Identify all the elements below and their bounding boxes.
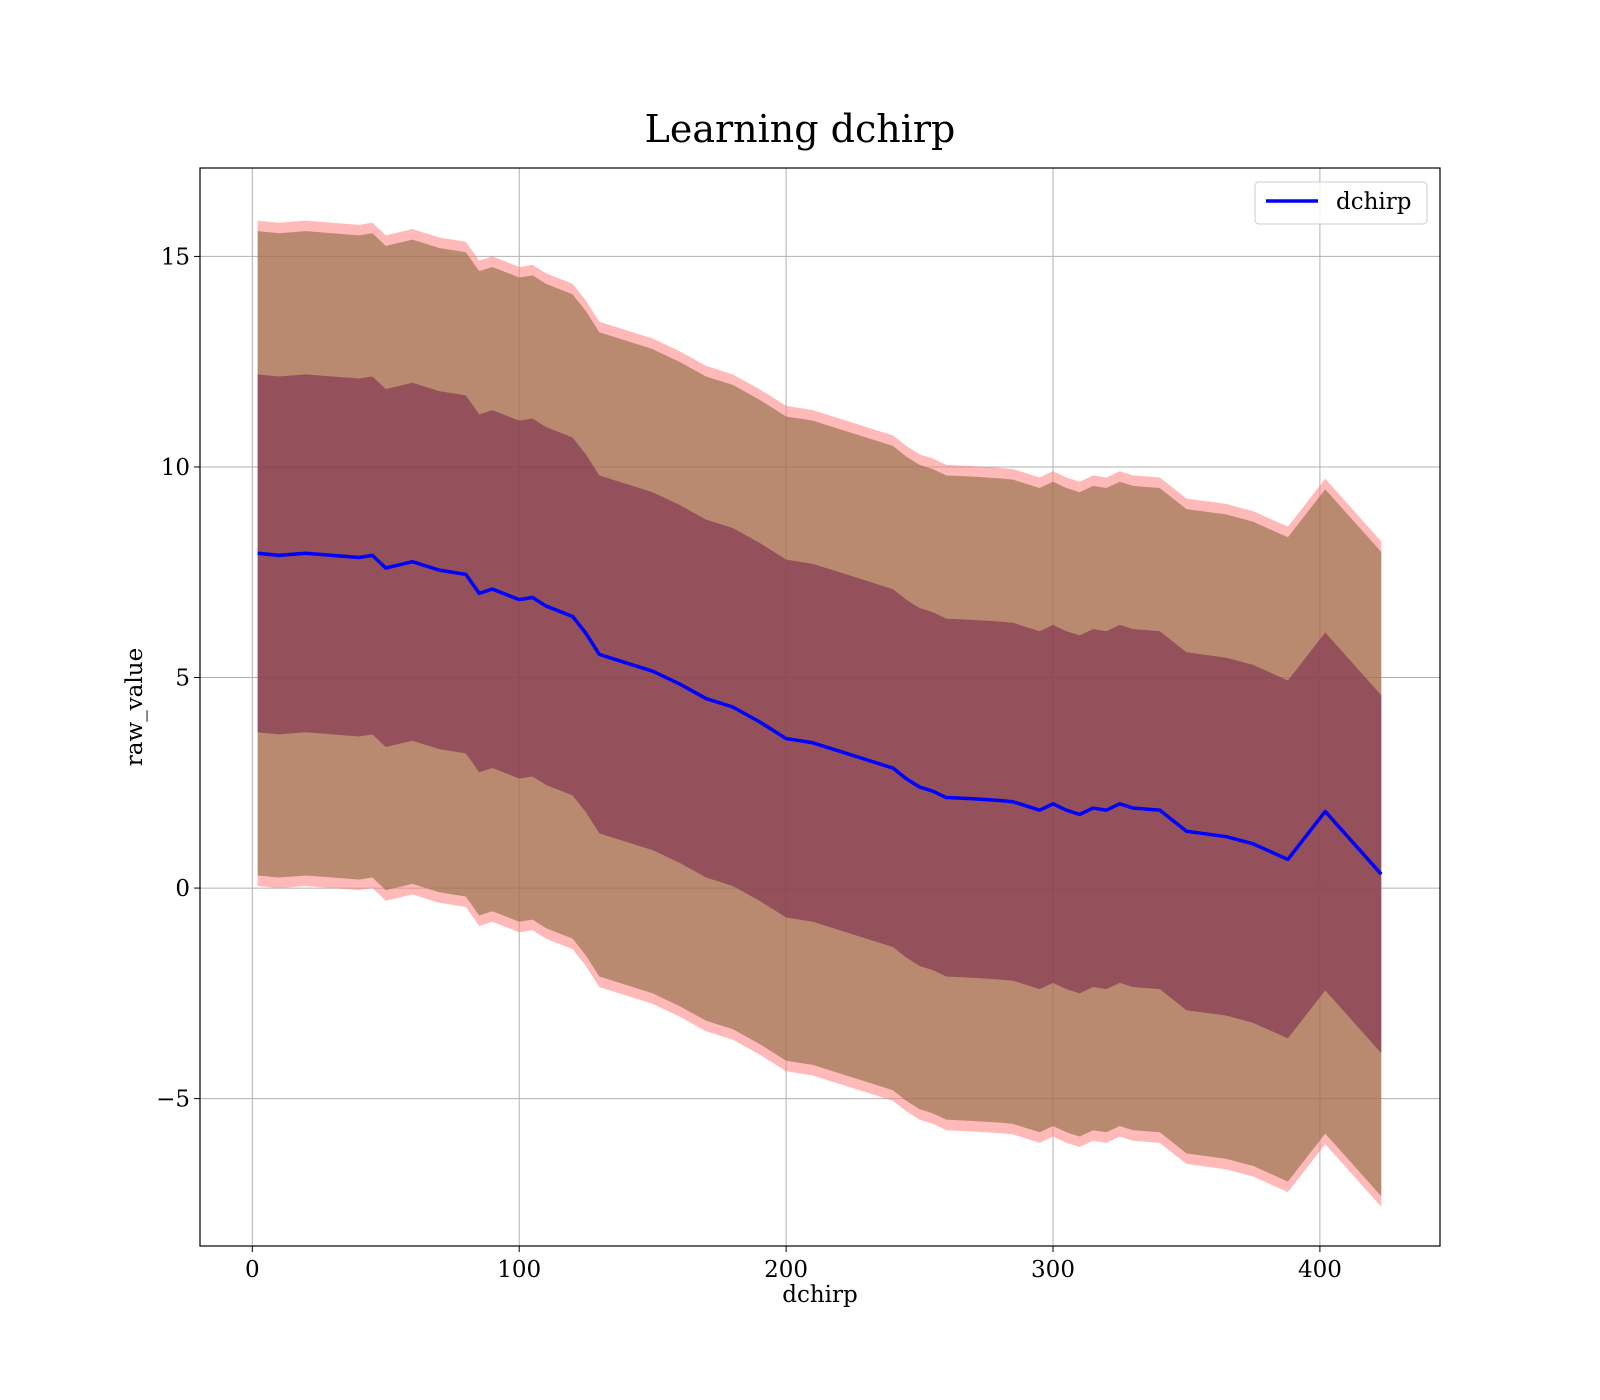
y-axis-ticks: −5 0 5 10 15 — [156, 244, 200, 1113]
x-axis-label: dchirp — [782, 1282, 858, 1308]
x-tick-label: 400 — [1298, 1257, 1342, 1283]
y-tick-label: 15 — [161, 244, 190, 270]
confidence-bands — [257, 220, 1382, 1207]
y-axis-label: raw_value — [122, 648, 148, 766]
y-tick-label: 5 — [175, 666, 190, 692]
series-line-dchirp — [257, 551, 1383, 876]
y-tick-label: 0 — [175, 876, 190, 902]
x-tick-label: 300 — [1031, 1257, 1075, 1283]
confidence-band-2 — [257, 374, 1382, 1054]
x-tick-label: 200 — [764, 1257, 808, 1283]
x-tick-label: 100 — [497, 1257, 541, 1283]
legend-label-dchirp: dchirp — [1336, 189, 1412, 215]
legend: dchirp — [1254, 181, 1428, 225]
x-tick-label: 0 — [245, 1257, 260, 1283]
legend-box — [1254, 181, 1428, 225]
y-tick-label: 10 — [161, 455, 190, 481]
plot-frame — [199, 167, 1441, 1247]
y-tick-label: −5 — [156, 1087, 190, 1113]
chart-title: Learning dchirp — [645, 107, 956, 151]
series-lines — [257, 551, 1383, 876]
x-axis-ticks: 0 100 200 300 400 — [245, 1246, 1342, 1283]
